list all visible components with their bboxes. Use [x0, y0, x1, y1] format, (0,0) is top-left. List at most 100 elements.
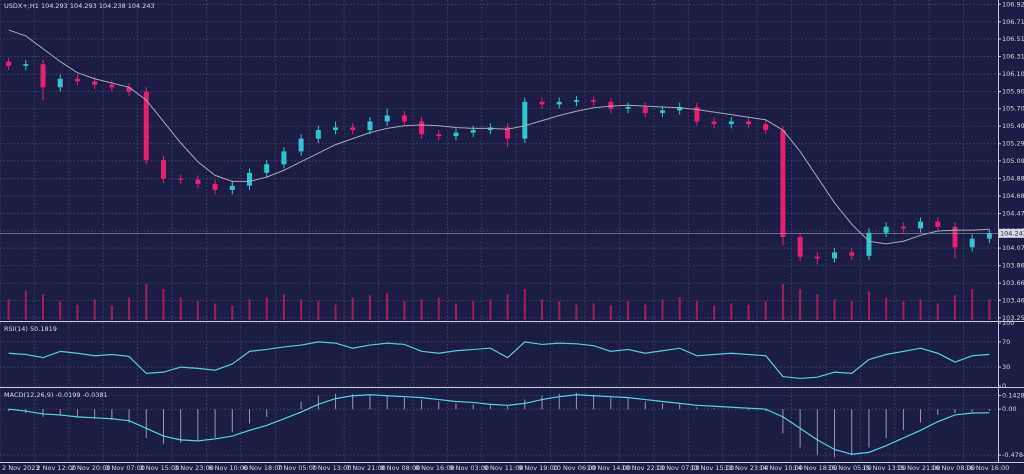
price-label: 104.243: [1000, 229, 1024, 237]
candle-body: [728, 121, 734, 125]
candle-body: [74, 78, 80, 82]
candle-body: [419, 121, 425, 135]
candle-body: [522, 101, 528, 139]
volume-bar: [747, 304, 750, 320]
macd-bar: [111, 409, 113, 420]
macd-bar: [76, 409, 78, 418]
volume-bar: [541, 299, 544, 320]
volume-bar: [248, 299, 251, 320]
x-tick-label: 9 Nov 19:00: [518, 464, 558, 472]
macd-bar: [920, 409, 922, 423]
macd-bar: [661, 403, 663, 410]
x-tick-label: 2 Nov 12:00: [36, 464, 76, 472]
candle-body: [797, 237, 803, 257]
x-tick-label: 10 Nov 14:00: [587, 464, 631, 472]
y-tick-label: 0.00: [1002, 405, 1016, 413]
volume-bar: [454, 303, 457, 320]
macd-bar: [128, 409, 130, 423]
y-tick-label: 103.460: [1002, 296, 1024, 304]
volume-bar: [24, 291, 27, 320]
macd-bar: [162, 409, 164, 444]
macd-bar: [851, 409, 853, 456]
macd-bar: [249, 409, 250, 424]
volume-bar: [902, 301, 905, 320]
macd-bar: [954, 409, 956, 413]
moving-average: [8, 29, 990, 245]
volume-bar: [472, 301, 475, 320]
volume-bar: [627, 301, 630, 320]
candle-body: [333, 127, 339, 131]
candle-body: [814, 256, 820, 259]
y-tick-label: 104.475: [1002, 209, 1024, 217]
candle-body: [608, 101, 614, 109]
macd-bar: [593, 394, 595, 410]
y-tick-label: 105.495: [1002, 122, 1024, 130]
candle-body: [281, 151, 287, 165]
candle-body: [746, 121, 751, 125]
candle-body: [591, 100, 597, 102]
candle-body: [126, 87, 132, 92]
candle-body: [6, 61, 12, 66]
macd-bar: [214, 409, 216, 438]
macd-bar: [386, 395, 388, 410]
candle-body: [866, 232, 872, 256]
candle-body: [57, 78, 63, 88]
candle-body: [711, 121, 717, 125]
candle-body: [229, 185, 235, 190]
volume-bar: [282, 294, 285, 320]
candle-body: [298, 138, 304, 152]
macd-bar: [902, 409, 904, 431]
x-tick-label: 16 Nov 08:00: [931, 464, 975, 472]
macd-bar: [8, 409, 10, 412]
y-tick-label: 0: [1002, 382, 1006, 390]
volume-bar: [403, 301, 406, 320]
candle-body: [952, 226, 958, 248]
candle-body: [247, 172, 252, 186]
rsi-line: [8, 341, 990, 380]
macd-bar: [489, 405, 491, 410]
volume-bar: [351, 297, 354, 320]
candle-body: [470, 130, 476, 133]
volume-bar: [420, 299, 423, 320]
macd-bar: [59, 409, 61, 416]
candle-body: [315, 130, 321, 139]
macd-bar: [610, 397, 612, 410]
macd-bar: [94, 409, 96, 419]
volume-bar: [145, 284, 148, 320]
macd-bar: [679, 404, 681, 410]
macd-bar: [782, 409, 784, 434]
macd-bar: [403, 397, 405, 410]
volume-bar: [781, 284, 784, 320]
macd-bar: [696, 407, 698, 410]
candle-body: [780, 130, 786, 238]
x-tick-label: 3 Nov 07:00: [105, 464, 145, 472]
macd-bar: [197, 409, 199, 440]
volume-bar: [971, 289, 974, 320]
macd-bar: [266, 409, 268, 417]
x-tick-label: 7 Nov 05:00: [277, 464, 317, 472]
y-tick-label: -0.4784: [1002, 451, 1024, 459]
volume-bar: [592, 303, 595, 320]
y-tick-label: 0.1428: [1002, 391, 1024, 399]
volume-bar: [609, 305, 612, 320]
macd-bar: [937, 409, 939, 415]
x-tick-label: 8 Nov 16:00: [415, 464, 455, 472]
y-tick-label: 104.885: [1002, 174, 1024, 182]
y-tick-label: 106.310: [1002, 52, 1024, 60]
y-tick-label: 106.105: [1002, 70, 1024, 78]
macd-bar: [558, 393, 560, 410]
macd-bar: [42, 409, 44, 417]
candle-body: [40, 64, 46, 88]
y-tick-label: 105.900: [1002, 88, 1024, 96]
volume-bar: [300, 299, 303, 320]
macd-bar: [438, 401, 440, 410]
x-tick-label: 16 Nov 16:00: [966, 464, 1010, 472]
volume-bar: [919, 299, 922, 320]
candle-body: [92, 81, 98, 85]
y-tick-label: 70: [1002, 338, 1010, 346]
x-tick-label: 10 Nov 06:00: [553, 464, 597, 472]
x-tick-label: 7 Nov 13:00: [312, 464, 352, 472]
panel-title: RSI(14) 50.1819: [4, 325, 57, 333]
x-tick-label: 6 Nov 10:00: [208, 464, 248, 472]
